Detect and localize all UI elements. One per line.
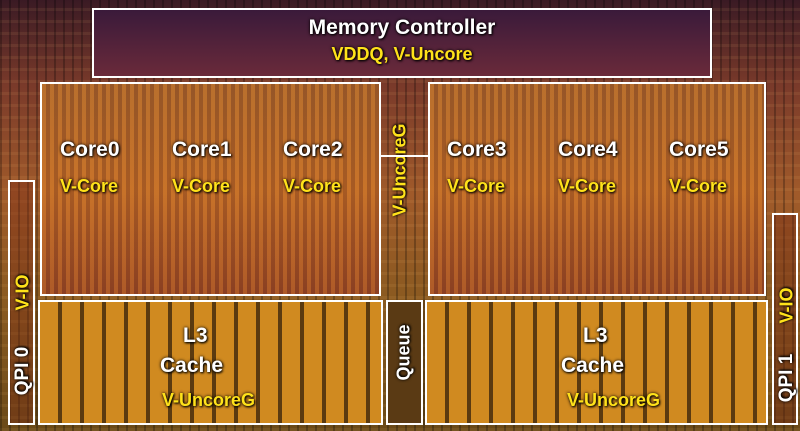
core-label: Core3 <box>447 138 507 161</box>
core-4 <box>542 84 656 294</box>
l3-label: L3 <box>183 324 208 347</box>
l3-voltage: V-UncoreG <box>162 390 256 410</box>
memory-controller-region: Memory Controller VDDQ, V-Uncore <box>92 8 712 78</box>
qpi0-voltage: V-IO <box>12 274 33 311</box>
core-5 <box>654 84 764 294</box>
l3-label: Cache <box>160 354 224 377</box>
center-voltage-label: V-UncoreG <box>389 123 410 217</box>
core-voltage: V-Core <box>60 176 119 196</box>
cores-left-region <box>40 82 381 296</box>
qpi1-region: V-IO QPI 1 <box>772 213 798 425</box>
core-label: Core1 <box>172 138 232 161</box>
l3-label: L3 <box>583 324 608 347</box>
l3-label: Cache <box>561 354 625 377</box>
l3-cache-left-region: L3 Cache V-UncoreG <box>38 300 383 425</box>
core-label: Core0 <box>60 138 120 161</box>
core-3 <box>430 84 544 294</box>
cache-array <box>40 302 381 423</box>
cache-array <box>427 302 766 423</box>
queue-region: Queue <box>386 300 423 425</box>
queue-label: Queue <box>393 324 414 381</box>
core-voltage: V-Core <box>669 176 728 196</box>
memory-controller-label: Memory Controller <box>308 16 496 39</box>
core-1 <box>155 84 269 294</box>
qpi1-label: QPI 1 <box>776 353 797 403</box>
core-voltage: V-Core <box>558 176 617 196</box>
connector-line <box>381 155 428 157</box>
qpi0-region: V-IO QPI 0 <box>8 180 35 425</box>
qpi0-label: QPI 0 <box>12 346 33 396</box>
memory-controller-voltage: VDDQ, V-Uncore <box>331 44 473 64</box>
l3-voltage: V-UncoreG <box>567 390 661 410</box>
cores-right-region <box>428 82 766 296</box>
core-voltage: V-Core <box>172 176 231 196</box>
qpi1-voltage: V-IO <box>776 287 797 324</box>
core-label: Core2 <box>283 138 343 161</box>
core-2 <box>267 84 379 294</box>
l3-cache-right-region: L3 Cache V-UncoreG <box>425 300 768 425</box>
core-voltage: V-Core <box>283 176 342 196</box>
core-voltage: V-Core <box>447 176 506 196</box>
core-label: Core5 <box>669 138 729 161</box>
core-label: Core4 <box>558 138 618 161</box>
